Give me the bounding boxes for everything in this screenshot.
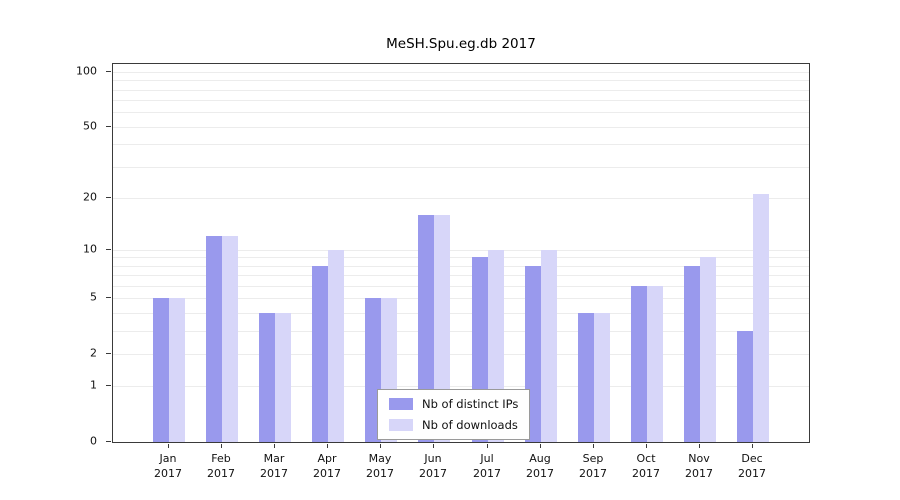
y-tick	[106, 125, 111, 127]
x-tick	[487, 444, 488, 448]
legend-label-distinct-ips: Nb of distinct IPs	[422, 397, 519, 411]
x-tick-label: Jan 2017	[154, 452, 182, 480]
bar-distinct-ips-sep	[578, 313, 594, 442]
y-tick	[106, 297, 111, 299]
legend: Nb of distinct IPs Nb of downloads	[377, 389, 531, 440]
x-tick	[593, 444, 594, 448]
bar-downloads-nov	[700, 257, 716, 442]
y-tick-label: 5	[90, 290, 97, 304]
bar-downloads-jun	[434, 215, 450, 442]
bar-downloads-mar	[275, 313, 291, 442]
x-tick-label: Jun 2017	[419, 452, 447, 480]
bar-distinct-ips-oct	[631, 286, 647, 442]
y-tick-label: 1	[90, 378, 97, 392]
x-tick-label: Jul 2017	[473, 452, 501, 480]
bar-downloads-aug	[541, 250, 557, 442]
x-tick-label: May 2017	[366, 452, 394, 480]
legend-item-distinct-ips: Nb of distinct IPs	[389, 397, 518, 411]
legend-swatch-distinct-ips	[389, 398, 413, 410]
gridline	[113, 197, 809, 199]
gridline	[113, 80, 809, 82]
x-tick-label: Nov 2017	[685, 452, 713, 480]
legend-item-downloads: Nb of downloads	[389, 418, 518, 432]
gridline	[113, 286, 809, 287]
bar-distinct-ips-nov	[684, 266, 700, 442]
gridline	[113, 126, 809, 128]
y-tick	[106, 385, 111, 387]
y-tick-label: 20	[83, 190, 97, 204]
x-tick	[327, 444, 328, 448]
y-tick-label: 100	[76, 64, 97, 78]
gridline	[113, 275, 809, 277]
x-tick	[540, 444, 541, 448]
x-tick	[752, 444, 753, 448]
gridline	[113, 166, 809, 168]
x-tick-label: Feb 2017	[207, 452, 235, 480]
bar-distinct-ips-apr	[312, 266, 328, 442]
bar-distinct-ips-jan	[153, 298, 169, 442]
y-tick-label: 2	[90, 346, 97, 360]
gridline	[113, 386, 809, 388]
gridline	[113, 249, 809, 251]
gridline	[113, 330, 809, 332]
y-tick-label: 50	[83, 119, 97, 133]
x-tick	[433, 444, 434, 448]
y-tick	[106, 441, 111, 442]
gridline	[113, 298, 809, 300]
plot-area: Nb of distinct IPs Nb of downloads	[112, 63, 810, 443]
y-tick-label: 10	[83, 242, 97, 256]
gridline	[113, 257, 809, 259]
legend-label-downloads: Nb of downloads	[422, 418, 518, 432]
x-tick-label: Sep 2017	[579, 452, 607, 480]
gridline	[113, 112, 809, 114]
bar-distinct-ips-feb	[206, 236, 222, 442]
x-tick	[646, 444, 647, 448]
bar-distinct-ips-dec	[737, 331, 753, 442]
legend-swatch-downloads	[389, 419, 413, 431]
bar-downloads-feb	[222, 236, 238, 442]
y-tick	[106, 352, 111, 354]
y-tick-label: 0	[90, 434, 97, 448]
x-tick-label: Dec 2017	[738, 452, 766, 480]
x-tick	[168, 444, 169, 448]
y-tick	[106, 71, 111, 72]
gridline	[113, 144, 809, 146]
x-tick-label: Apr 2017	[313, 452, 341, 480]
y-tick	[106, 196, 111, 198]
gridline	[113, 313, 809, 314]
x-tick-label: Oct 2017	[632, 452, 660, 480]
x-tick	[380, 444, 381, 448]
x-tick-label: Mar 2017	[260, 452, 288, 480]
x-tick	[274, 444, 275, 448]
gridline	[113, 353, 809, 355]
bar-distinct-ips-mar	[259, 313, 275, 442]
x-tick	[699, 444, 700, 448]
bar-downloads-apr	[328, 250, 344, 442]
x-tick	[221, 444, 222, 448]
bar-downloads-dec	[753, 194, 769, 442]
x-axis: Jan 2017 Feb 2017 Mar 2017 Apr 2017 May 2017 Jun 20…	[112, 444, 810, 494]
gridline	[113, 72, 809, 73]
y-tick	[106, 248, 111, 250]
bar-distinct-ips-jun	[418, 215, 434, 442]
bar-downloads-oct	[647, 286, 663, 442]
chart-title: MeSH.Spu.eg.db 2017	[386, 36, 536, 52]
y-axis: 100 50 20 10 5 2 1 0	[0, 63, 112, 448]
bar-downloads-jan	[169, 298, 185, 442]
bar-downloads-sep	[594, 313, 610, 442]
gridline	[113, 265, 809, 267]
gridline	[113, 89, 809, 91]
gridline	[113, 100, 809, 102]
x-tick-label: Aug 2017	[526, 452, 554, 480]
